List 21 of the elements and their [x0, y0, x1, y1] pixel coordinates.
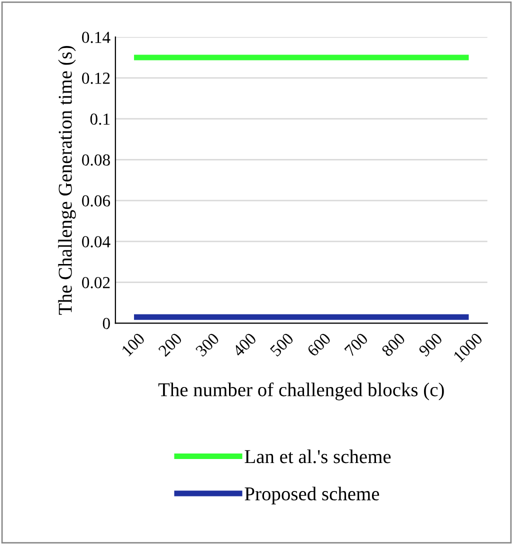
x-tick-label: 500 — [270, 332, 294, 357]
x-tick-label: 700 — [344, 332, 369, 357]
x-tick-label: 900 — [418, 332, 443, 358]
x-tick-label: 200 — [158, 332, 183, 357]
x-axis-title: The number of challenged blocks (c) — [158, 382, 444, 400]
y-tick-label: 0 — [102, 318, 110, 330]
y-tick-label: 0.06 — [82, 195, 110, 207]
y-tick-label: 0.08 — [82, 154, 110, 166]
x-tick-label: 100 — [121, 332, 146, 356]
legend-label: Lan et al.'s scheme — [244, 450, 391, 464]
x-tick-label: 300 — [195, 332, 220, 357]
legend-label: Proposed scheme — [244, 486, 380, 504]
x-tick-label: 400 — [232, 332, 257, 358]
y-axis-title: The Challenge Generation time (s) — [58, 46, 76, 315]
y-tick-label: 0.1 — [90, 114, 110, 125]
x-tick-label: 800 — [380, 332, 406, 358]
x-tick-label: 600 — [306, 332, 332, 357]
y-tick-label: 0.02 — [82, 277, 110, 288]
y-tick-label: 0.12 — [82, 72, 110, 84]
y-tick-label: 0.14 — [82, 32, 110, 44]
y-tick-label: 0.04 — [82, 236, 110, 248]
